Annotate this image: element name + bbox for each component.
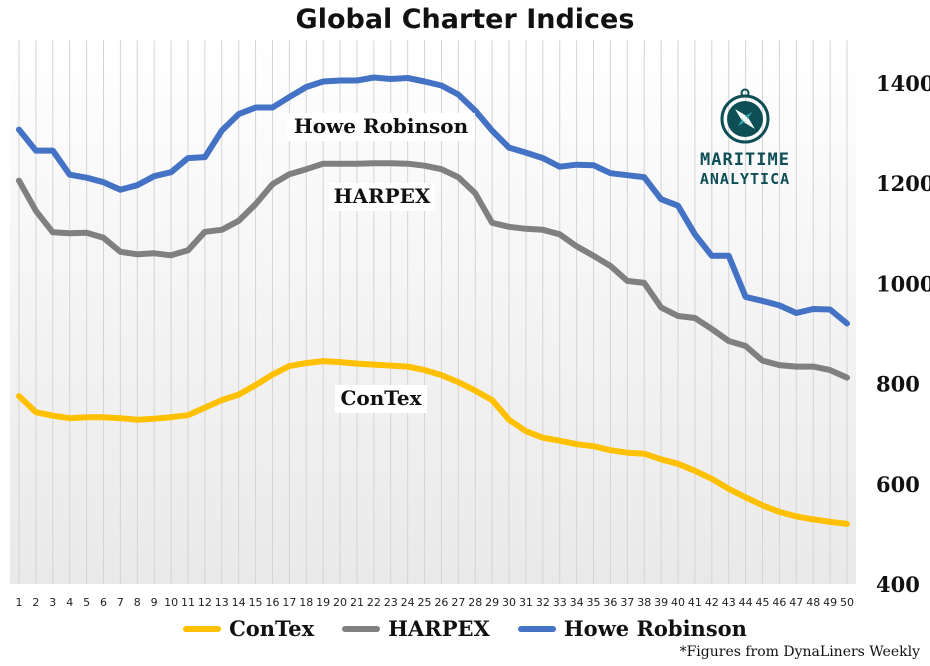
y-tick-label: 1200 [876, 171, 930, 196]
x-tick-label: 35 [587, 596, 601, 609]
legend-item-harpex: HARPEX [342, 616, 490, 641]
x-tick-label: 48 [806, 596, 820, 609]
y-tick-label: 800 [876, 372, 920, 397]
x-axis-ticks: 1 2 3 4 5 6 7 8 9 10 11 12 13 14 15 16 17 18 19 20 21 22 23 24 2… [16, 596, 855, 609]
x-tick-label: 25 [418, 596, 432, 609]
x-tick-label: 26 [434, 596, 448, 609]
x-tick-label: 21 [350, 596, 364, 609]
y-tick-label: 1000 [876, 271, 930, 296]
x-tick-label: 34 [570, 596, 584, 609]
x-tick-label: 27 [451, 596, 465, 609]
series-label-howe-robinson: Howe Robinson [294, 114, 469, 138]
legend: ConTex HARPEX Howe Robinson [0, 616, 930, 641]
compass-icon [720, 88, 770, 144]
x-tick-label: 46 [772, 596, 786, 609]
x-tick-label: 11 [181, 596, 195, 609]
x-tick-label: 12 [198, 596, 212, 609]
y-tick-label: 400 [876, 572, 920, 597]
logo-text-analytica: ANALYTICA [699, 170, 791, 188]
x-tick-label: 16 [265, 596, 279, 609]
logo-text-maritime: MARITIME [700, 150, 790, 170]
legend-item-howe-robinson: Howe Robinson [517, 616, 747, 641]
x-tick-label: 9 [151, 596, 158, 609]
x-tick-label: 30 [502, 596, 516, 609]
x-tick-label: 39 [654, 596, 668, 609]
x-tick-label: 36 [603, 596, 617, 609]
y-axis-ticks: 400 600 800 1000 1200 1400 [876, 71, 930, 597]
x-tick-label: 37 [620, 596, 634, 609]
x-tick-label: 10 [164, 596, 178, 609]
x-tick-label: 6 [100, 596, 107, 609]
series-label-bg [287, 113, 475, 141]
x-tick-label: 22 [367, 596, 381, 609]
x-tick-label: 23 [384, 596, 398, 609]
series-labels: Howe Robinson HARPEX ConTex [287, 113, 475, 413]
x-tick-label: 19 [316, 596, 330, 609]
x-tick-label: 5 [83, 596, 90, 609]
x-tick-label: 49 [823, 596, 837, 609]
series-label-harpex: HARPEX [334, 184, 431, 208]
series-lines [16, 74, 850, 527]
series-label-contex: ConTex [340, 386, 422, 410]
x-tick-label: 31 [519, 596, 533, 609]
maritime-analytica-logo: MARITIME ANALYTICA [690, 88, 800, 188]
x-tick-label: 43 [722, 596, 736, 609]
x-tick-label: 40 [671, 596, 685, 609]
y-tick-label: 1400 [876, 71, 930, 96]
x-tick-label: 20 [333, 596, 347, 609]
x-tick-label: 7 [117, 596, 124, 609]
x-tick-label: 44 [739, 596, 753, 609]
series-label-bg [329, 183, 435, 211]
legend-label: ConTex [229, 616, 315, 641]
x-tick-label: 24 [401, 596, 415, 609]
legend-swatch [517, 625, 556, 632]
x-tick-label: 15 [249, 596, 263, 609]
x-tick-label: 28 [468, 596, 482, 609]
x-tick-label: 14 [232, 596, 246, 609]
x-tick-label: 38 [637, 596, 651, 609]
x-tick-label: 29 [485, 596, 499, 609]
chart-title: Global Charter Indices [295, 4, 635, 35]
series-label-bg [335, 385, 427, 413]
x-tick-label: 33 [553, 596, 567, 609]
x-tick-label: 13 [215, 596, 229, 609]
series-line-howe-robinson [16, 74, 850, 327]
source-note: *Figures from DynaLiners Weekly [679, 644, 920, 660]
x-tick-label: 1 [16, 596, 23, 609]
grid-lines [18, 40, 848, 584]
x-tick-label: 2 [32, 596, 39, 609]
x-tick-label: 8 [134, 596, 141, 609]
x-tick-label: 3 [49, 596, 56, 609]
legend-item-contex: ConTex [183, 616, 314, 641]
legend-swatch [183, 625, 222, 632]
x-tick-label: 45 [756, 596, 770, 609]
legend-label: HARPEX [388, 616, 490, 641]
x-tick-label: 18 [299, 596, 313, 609]
series-line-harpex [16, 160, 850, 381]
x-tick-label: 41 [688, 596, 702, 609]
x-tick-label: 4 [66, 596, 73, 609]
x-tick-label: 42 [705, 596, 719, 609]
legend-swatch [342, 625, 381, 632]
x-tick-label: 32 [536, 596, 550, 609]
series-line-contex [16, 358, 850, 527]
legend-label: Howe Robinson [563, 616, 747, 641]
y-tick-label: 600 [876, 472, 920, 497]
x-tick-label: 50 [840, 596, 854, 609]
x-tick-label: 17 [282, 596, 296, 609]
x-tick-label: 47 [789, 596, 803, 609]
